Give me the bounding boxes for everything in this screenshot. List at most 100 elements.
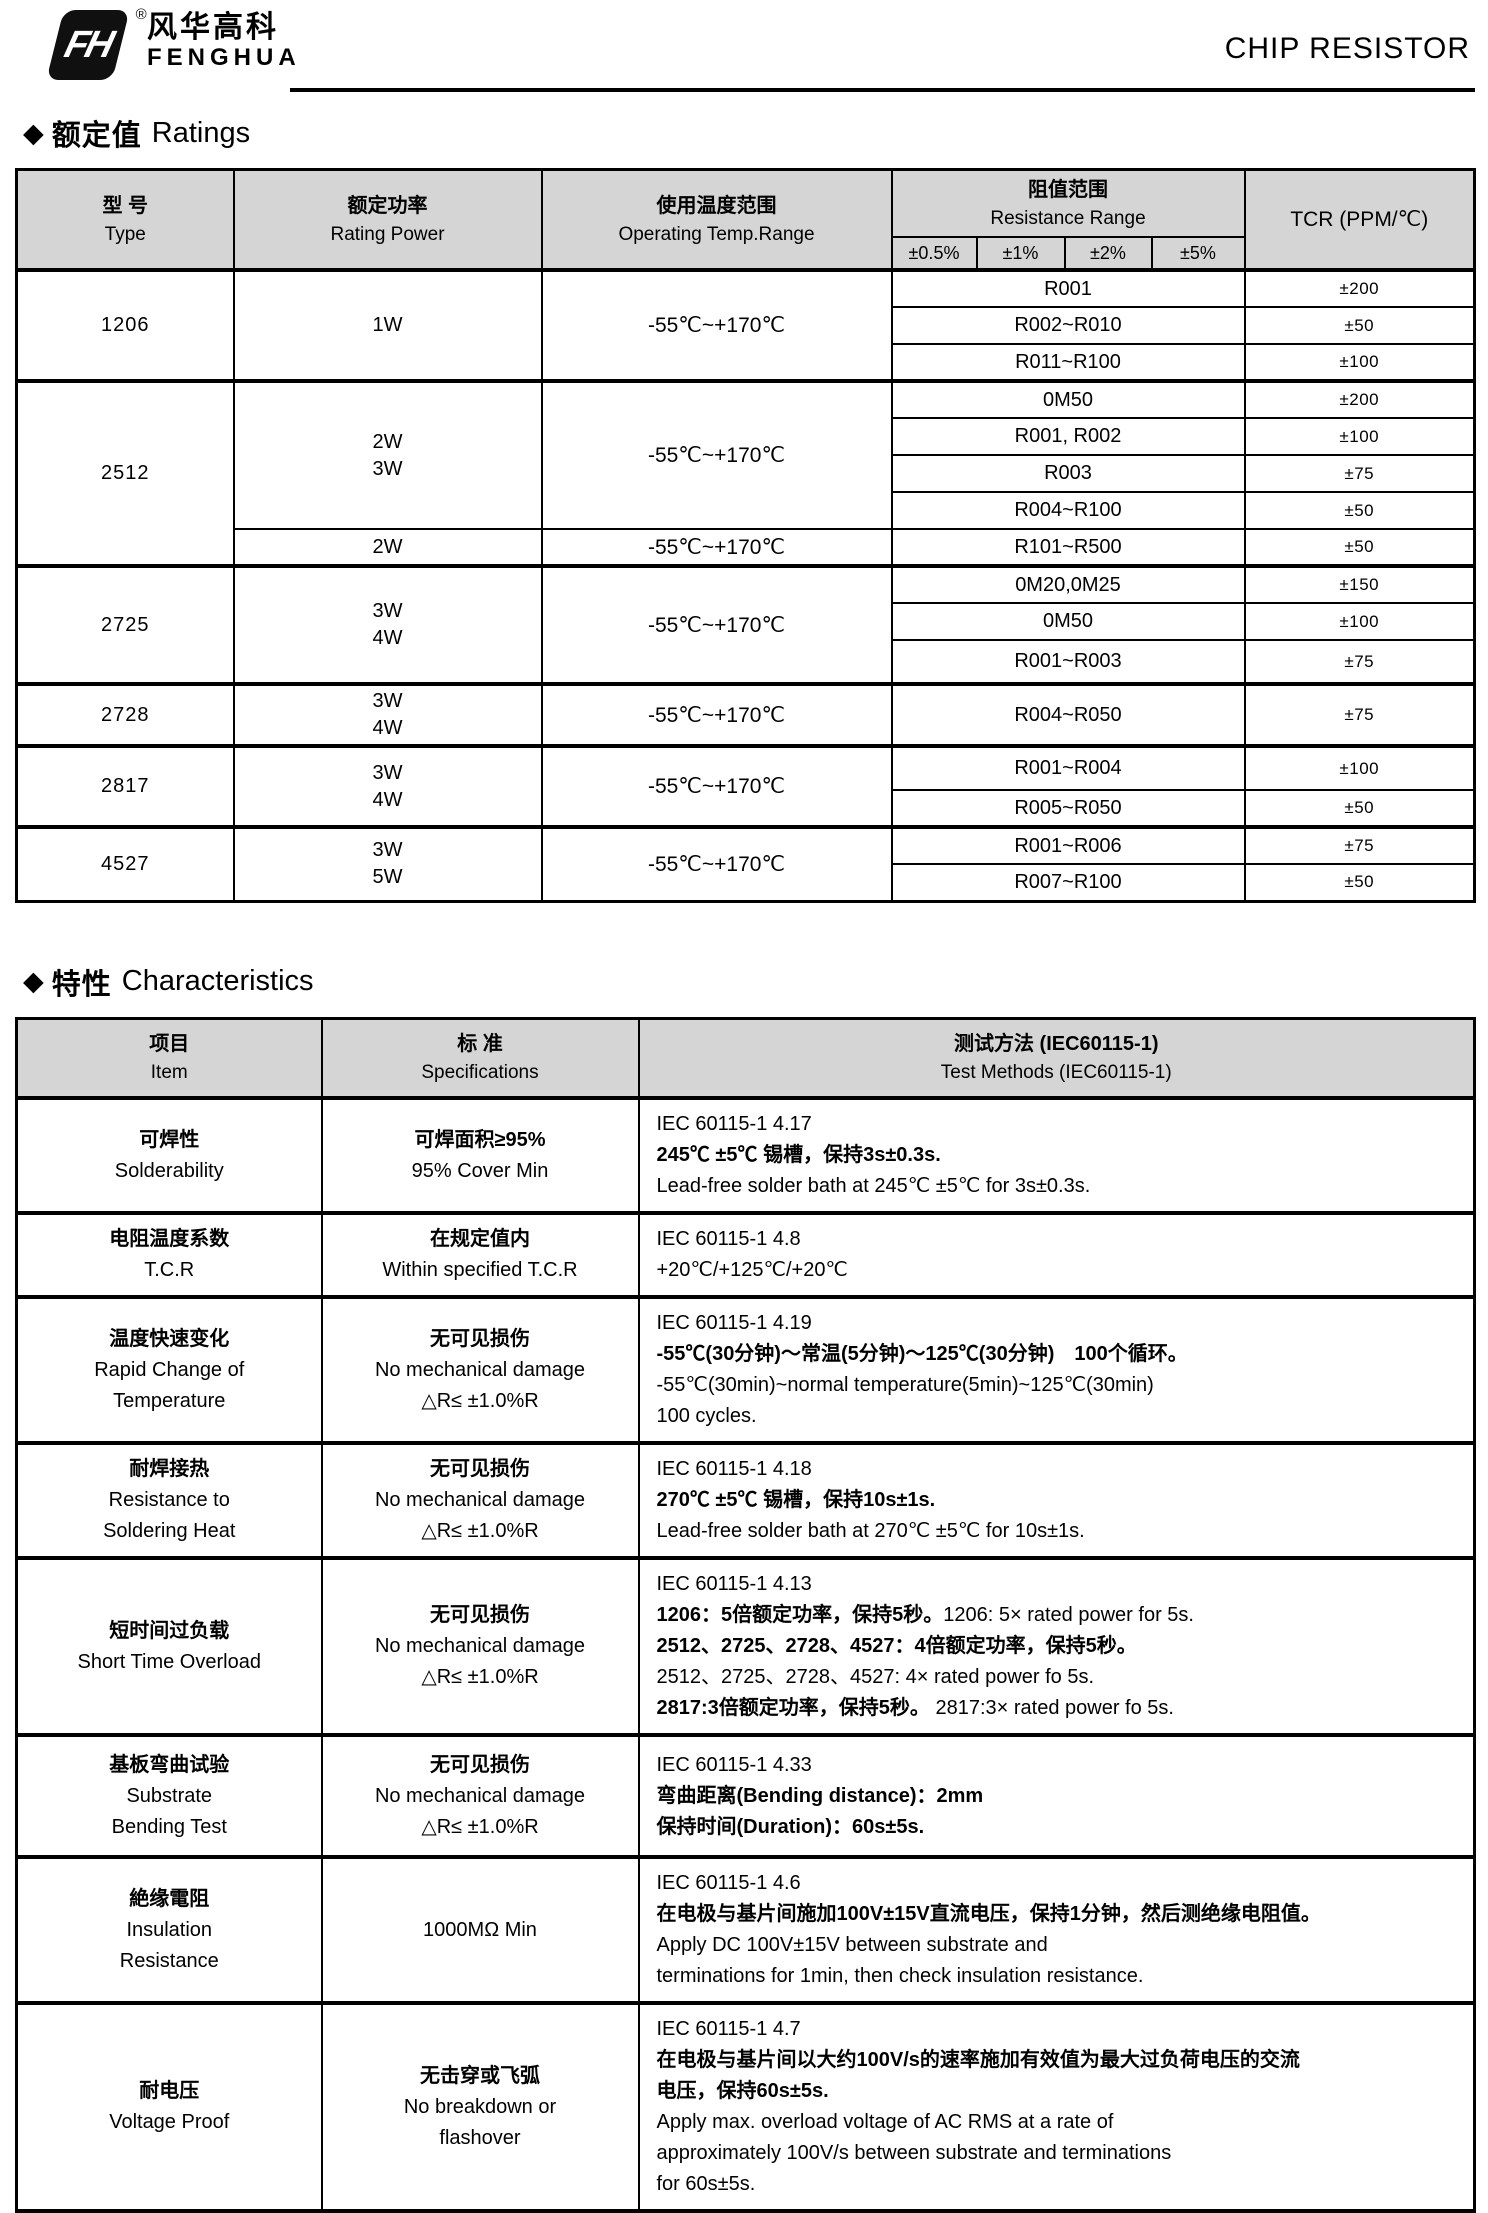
temp-cell: -55℃~+170℃ xyxy=(542,529,892,566)
tcr-cell: ±100 xyxy=(1245,603,1475,640)
tcr-cell: ±100 xyxy=(1245,418,1475,455)
ratings-section-heading: ◆ 额定值 Ratings xyxy=(23,112,1473,154)
range-cell: R001~R003 xyxy=(892,640,1245,684)
power-cell: 1W xyxy=(234,270,542,381)
col-header-type-en: Type xyxy=(20,221,231,248)
tolerance-header-2: ±2% xyxy=(1065,237,1152,270)
range-cell: R001~R004 xyxy=(892,746,1245,790)
range-cell: R004~R100 xyxy=(892,492,1245,529)
col-header-type-cn: 型 号 xyxy=(20,191,231,221)
tcr-cell: ±75 xyxy=(1245,455,1475,492)
range-cell: R007~R100 xyxy=(892,864,1245,901)
col-header-tcr-label: TCR (PPM/℃) xyxy=(1248,206,1472,233)
logo-text: 风华高科 FENGHUA xyxy=(147,10,301,72)
header-rule xyxy=(290,88,1475,92)
ratings-header-row: 型 号 Type 额定功率 Rating Power 使用温度范围 Operat… xyxy=(17,170,1475,238)
logo-monogram: FH xyxy=(60,24,115,67)
col-header-item-en: Item xyxy=(20,1059,319,1086)
col-header-specifications: 标 准 Specifications xyxy=(322,1018,639,1098)
logo-name-cn: 风华高科 xyxy=(147,12,301,44)
spec-cell: 1000MΩ Min xyxy=(322,1857,639,2003)
temp-cell: -55℃~+170℃ xyxy=(542,827,892,901)
temp-cell: -55℃~+170℃ xyxy=(542,270,892,381)
characteristics-table: 项目 Item 标 准 Specifications 测试方法 (IEC6011… xyxy=(15,1017,1476,2213)
fenghua-logo-icon: FH ® xyxy=(46,10,129,80)
temp-cell: -55℃~+170℃ xyxy=(542,746,892,827)
fenghua-logo: FH ® 风华高科 FENGHUA xyxy=(55,10,301,80)
tcr-cell: ±75 xyxy=(1245,684,1475,746)
tcr-cell: ±200 xyxy=(1245,381,1475,418)
power-cell: 2W xyxy=(234,529,542,566)
range-cell: R011~R100 xyxy=(892,344,1245,381)
col-header-spec-cn: 标 准 xyxy=(325,1029,636,1059)
type-cell: 2725 xyxy=(17,566,234,684)
tcr-cell: ±50 xyxy=(1245,529,1475,566)
page-header: FH ® 风华高科 FENGHUA CHIP RESISTOR xyxy=(15,0,1473,98)
col-header-method-en: Test Methods (IEC60115-1) xyxy=(642,1059,1472,1086)
method-cell: IEC 60115-1 4.8+20℃/+125℃/+20℃ xyxy=(639,1213,1475,1297)
type-cell: 1206 xyxy=(17,270,234,381)
tolerance-header-1: ±1% xyxy=(977,237,1065,270)
type-cell: 2728 xyxy=(17,684,234,746)
col-header-power: 额定功率 Rating Power xyxy=(234,170,542,271)
range-cell: R005~R050 xyxy=(892,790,1245,827)
ratings-table: 型 号 Type 额定功率 Rating Power 使用温度范围 Operat… xyxy=(15,168,1476,903)
characteristics-section-heading: ◆ 特性 Characteristics xyxy=(23,961,1473,1003)
tcr-cell: ±100 xyxy=(1245,746,1475,790)
col-header-temp: 使用温度范围 Operating Temp.Range xyxy=(542,170,892,271)
tcr-cell: ±50 xyxy=(1245,864,1475,901)
table-row: 1206 1W -55℃~+170℃ R001 ±200 xyxy=(17,270,1475,307)
range-cell: R004~R050 xyxy=(892,684,1245,746)
tcr-cell: ±75 xyxy=(1245,827,1475,864)
range-cell: 0M50 xyxy=(892,603,1245,640)
diamond-icon: ◆ xyxy=(23,118,44,149)
range-cell: R101~R500 xyxy=(892,529,1245,566)
range-cell: R003 xyxy=(892,455,1245,492)
col-header-range-en: Resistance Range xyxy=(895,205,1242,232)
col-header-temp-cn: 使用温度范围 xyxy=(545,191,889,221)
tcr-cell: ±50 xyxy=(1245,492,1475,529)
tcr-cell: ±75 xyxy=(1245,640,1475,684)
tcr-cell: ±150 xyxy=(1245,566,1475,603)
tcr-cell: ±200 xyxy=(1245,270,1475,307)
range-cell: 0M20,0M25 xyxy=(892,566,1245,603)
range-cell: R001~R006 xyxy=(892,827,1245,864)
col-header-item-cn: 项目 xyxy=(20,1029,319,1059)
method-cell: IEC 60115-1 4.19-55℃(30分钟)～常温(5分钟)～125℃(… xyxy=(639,1297,1475,1443)
col-header-temp-en: Operating Temp.Range xyxy=(545,221,889,248)
temp-cell: -55℃~+170℃ xyxy=(542,566,892,684)
registered-mark: ® xyxy=(136,6,147,23)
type-cell: 4527 xyxy=(17,827,234,901)
table-row: 2W -55℃~+170℃ R101~R500 ±50 xyxy=(17,529,1475,566)
